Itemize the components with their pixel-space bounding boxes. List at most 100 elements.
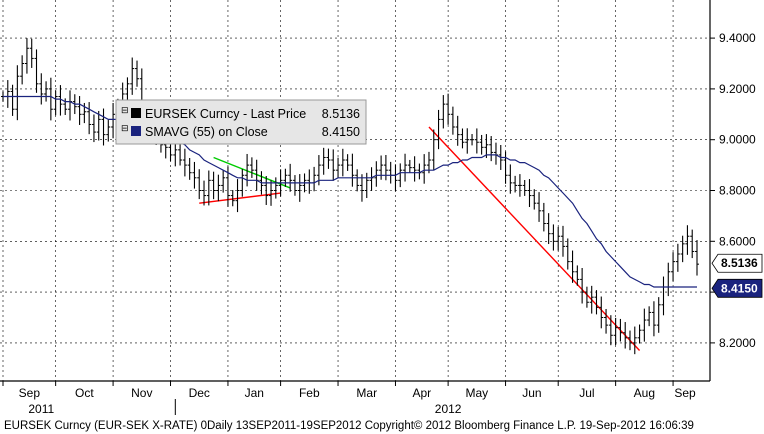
price-bar <box>187 157 192 180</box>
x-tick-label: Nov <box>131 386 152 400</box>
price-bar <box>58 85 63 116</box>
price-bar <box>135 60 140 87</box>
price-bar <box>565 238 570 270</box>
legend-label-sma: SMAVG (55) on Close <box>145 125 268 139</box>
year-label-2011: 2011 <box>28 402 54 416</box>
price-bar <box>532 189 537 210</box>
y-tick-label: 8.8000 <box>719 184 756 198</box>
x-tick-label: Jun <box>522 386 541 400</box>
legend-swatch-sma <box>131 126 141 136</box>
price-tags: 8.5136 8.4150 <box>711 253 763 298</box>
price-bar <box>642 308 647 342</box>
y-tick-label: 9.0000 <box>719 133 756 147</box>
legend-value-sma: 8.4150 <box>322 125 360 139</box>
x-tick-label: May <box>465 386 488 400</box>
price-bar <box>91 114 96 143</box>
price-bar <box>412 156 417 182</box>
price-bar <box>269 180 274 206</box>
svg-text:8.4150: 8.4150 <box>721 281 758 295</box>
legend-label-price: EURSEK Curncy - Last Price <box>145 107 306 121</box>
price-bar <box>623 322 628 349</box>
price-bar <box>197 169 202 200</box>
price-bar <box>690 229 695 259</box>
x-tick-label: Apr <box>412 386 431 400</box>
y-tick-label: 8.2000 <box>719 336 756 350</box>
y-tick-label: 9.4000 <box>719 31 756 45</box>
price-bar <box>350 153 355 187</box>
last-price-tag: 8.5136 <box>711 253 763 273</box>
x-tick-label: Sep <box>19 386 41 400</box>
price-bar <box>479 134 484 155</box>
price-bar <box>695 240 699 276</box>
x-tick-label: Feb <box>299 386 320 400</box>
price-bar <box>221 170 226 193</box>
grid-lines <box>0 0 710 381</box>
legend-value-price: 8.5136 <box>322 107 360 121</box>
price-bar <box>632 326 637 355</box>
price-bar <box>355 169 360 192</box>
price-bar <box>465 128 470 154</box>
price-bar <box>202 180 207 206</box>
price-bar <box>336 157 341 178</box>
price-bar <box>455 115 460 146</box>
price-bar <box>307 169 312 194</box>
legend-collapse-icon[interactable]: ⊟ <box>121 105 129 115</box>
price-bar <box>546 213 551 245</box>
price-bar <box>651 301 656 337</box>
price-bar <box>130 57 135 95</box>
price-bar <box>584 286 589 308</box>
price-bar <box>87 102 92 135</box>
price-bar <box>101 108 106 146</box>
price-bar <box>106 120 111 142</box>
x-tick-label: Mar <box>356 386 377 400</box>
legend-collapse-icon-2[interactable]: ⊟ <box>121 123 129 133</box>
downtrend-line <box>428 126 641 352</box>
price-bar <box>111 102 116 139</box>
x-tick-label: Oct <box>75 386 94 400</box>
price-bar <box>556 226 561 251</box>
price-bar <box>575 265 580 286</box>
price-bar <box>431 129 436 171</box>
price-bar <box>560 225 565 257</box>
y-tick-label: 9.2000 <box>719 82 756 96</box>
price-bar <box>388 161 393 184</box>
legend-box <box>115 99 367 145</box>
price-bar <box>608 315 613 346</box>
price-bar <box>374 161 379 187</box>
price-bar <box>283 168 288 187</box>
price-bar <box>297 174 302 202</box>
price-bar <box>446 93 451 125</box>
price-bar <box>364 172 369 199</box>
price-bar <box>125 77 130 101</box>
price-bar <box>656 297 661 333</box>
y-tick-label: 8.6000 <box>719 234 756 248</box>
price-bar <box>15 65 20 121</box>
price-bar <box>618 318 623 342</box>
price-bar <box>230 189 235 207</box>
price-bar <box>20 55 25 85</box>
price-bar <box>398 163 403 188</box>
price-bar <box>206 170 211 206</box>
price-bar <box>537 192 542 222</box>
price-bar <box>541 202 546 232</box>
price-bar <box>422 154 427 184</box>
price-bar <box>345 154 350 171</box>
x-axis-ticks: Sep Oct Nov Dec Jan Feb Mar Apr May Jun Jul Aug Sep 2… <box>2 381 696 416</box>
price-bar <box>508 164 513 194</box>
price-bar <box>493 142 498 165</box>
price-bar <box>570 250 575 283</box>
price-bar <box>637 324 642 344</box>
price-bar <box>551 224 556 251</box>
price-bar <box>245 153 250 187</box>
price-bar <box>369 167 374 191</box>
price-bar <box>292 175 297 196</box>
price-bar <box>211 171 216 200</box>
price-bar <box>613 317 618 346</box>
price-bar <box>484 134 489 159</box>
price-bar <box>216 174 221 202</box>
year-label-2012: 2012 <box>435 402 462 416</box>
price-bar <box>627 330 632 351</box>
price-bar <box>182 148 187 177</box>
price-bar <box>599 296 604 329</box>
